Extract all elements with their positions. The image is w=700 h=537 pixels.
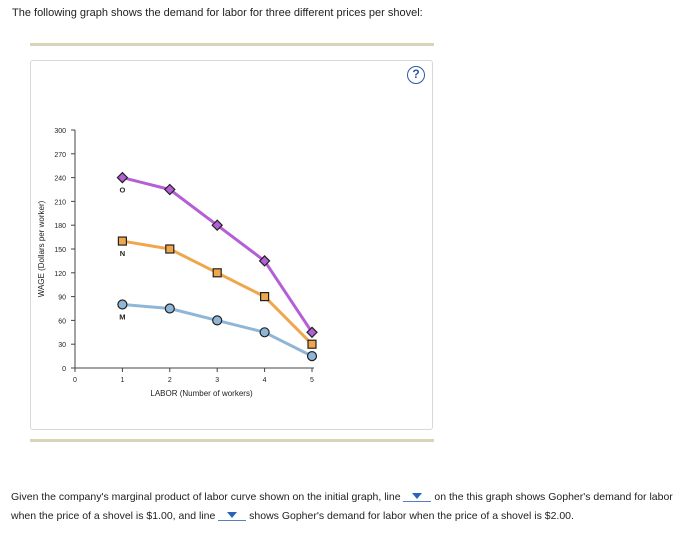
data-point-m <box>212 315 223 326</box>
y-tick-label: 300 <box>54 128 66 135</box>
data-point-n <box>212 268 222 278</box>
series-line-n <box>122 239 314 346</box>
intro-text: The following graph shows the demand for… <box>12 7 423 19</box>
data-point-o <box>306 326 318 339</box>
x-axis-label: LABOR (Number of workers) <box>150 389 253 398</box>
question-part-1: Given the company's marginal product of … <box>11 491 401 503</box>
y-tick-label: 60 <box>58 318 66 325</box>
x-tick-label: 4 <box>263 377 267 384</box>
divider-top <box>30 43 434 46</box>
data-point-m <box>306 351 318 362</box>
chevron-down-icon <box>227 512 238 518</box>
y-tick-label: 0 <box>62 366 66 373</box>
data-point-n <box>117 236 128 246</box>
data-point-m <box>164 303 175 314</box>
x-tick-label: 1 <box>120 377 124 384</box>
chevron-down-icon <box>412 493 423 499</box>
data-point-o <box>211 219 224 232</box>
series-line-o <box>122 176 314 334</box>
data-point-n <box>307 339 317 349</box>
x-tick-label: 2 <box>168 377 172 384</box>
y-tick-label: 210 <box>54 199 66 206</box>
y-tick-label: 240 <box>54 176 66 183</box>
y-tick-label: 30 <box>58 342 66 349</box>
x-tick-label: 3 <box>215 377 219 384</box>
x-tick-label: 0 <box>73 377 77 384</box>
line-dropdown-price-1[interactable] <box>403 490 432 502</box>
y-tick-label: 180 <box>54 223 66 230</box>
question-part-2: on the this graph shows Gopher's demand … <box>11 491 673 522</box>
question-part-3: shows Gopher's demand for labor when the… <box>249 510 574 522</box>
line-dropdown-price-2[interactable] <box>218 509 247 521</box>
data-point-n <box>165 244 175 254</box>
y-tick-label: 120 <box>54 271 66 278</box>
y-tick-label: 270 <box>54 152 66 159</box>
divider-bottom <box>30 439 434 442</box>
y-tick-label: 150 <box>54 247 66 254</box>
x-tick-label: 5 <box>310 377 314 384</box>
data-point-o <box>163 183 176 196</box>
series-label-o: O <box>119 186 125 195</box>
data-point-m <box>117 299 128 310</box>
y-axis-label: WAGE (Dollars per worker) <box>37 200 46 297</box>
data-point-o <box>258 255 271 267</box>
series-line-m <box>122 303 313 358</box>
data-point-o <box>116 171 129 184</box>
question-text: Given the company's marginal product of … <box>11 488 691 526</box>
series-label-m: M <box>119 313 125 322</box>
data-point-m <box>259 327 270 338</box>
help-icon[interactable]: ? <box>407 66 425 84</box>
data-point-n <box>260 292 270 302</box>
series-label-n: N <box>120 249 125 258</box>
y-tick-label: 90 <box>58 295 66 302</box>
